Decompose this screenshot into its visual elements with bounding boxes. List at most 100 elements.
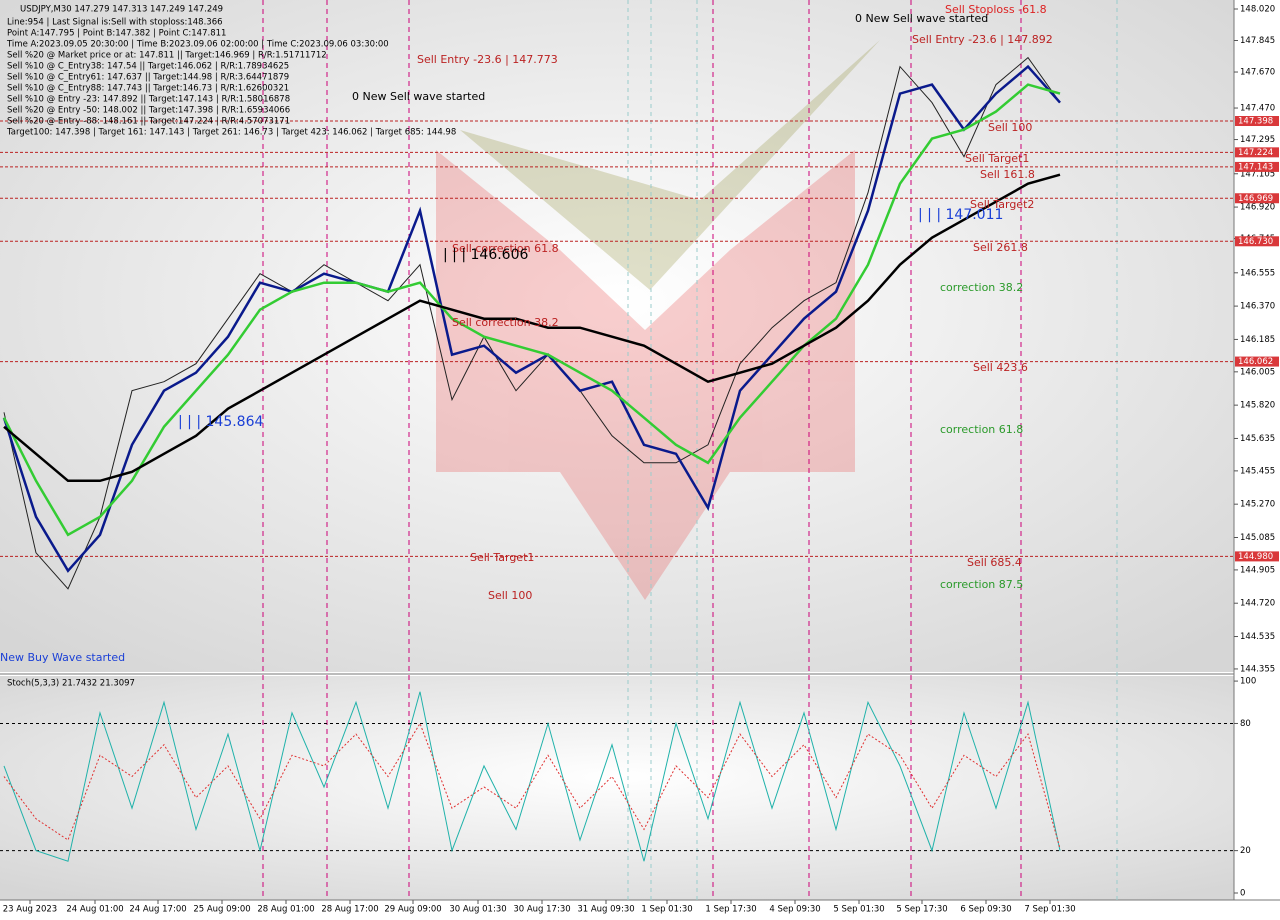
info-line: Line:954 | Last Signal is:Sell with stop… [7,18,223,28]
watermark [436,40,880,600]
y-tick-label: 147.105 [1240,169,1275,179]
annotation: | | | 145.864 [178,414,263,430]
annotation: Sell Target1 [965,152,1029,165]
annotation: correction 38.2 [940,281,1023,294]
y-tick-label: 144.905 [1240,565,1275,575]
annotation: Sell 261.8 [973,241,1028,254]
annotation: Sell 685.4 [967,556,1022,569]
target-level-box [1235,193,1279,204]
y-tick-label: 147.670 [1240,68,1275,78]
info-line: Sell %20 @ Market price or at: 147.811 |… [7,51,327,61]
y-tick-label: 146.370 [1240,302,1275,312]
y-tick-label: 20 [1240,846,1251,856]
annotation: Sell 161.8 [980,168,1035,181]
annotation: 0 New Sell wave started [855,12,988,25]
info-line: Point A:147.795 | Point B:147.382 | Poin… [7,29,226,39]
y-tick-label: 148.020 [1240,5,1275,15]
info-line: Target100: 147.398 | Target 161: 147.143… [6,128,456,138]
target-level-box [1235,116,1279,127]
y-tick-label: 147.295 [1240,135,1275,145]
target-level-label: 146.062 [1238,357,1273,367]
series-line [2,64,1061,573]
x-tick-label: 5 Sep 01:30 [833,905,884,915]
info-line: Sell %10 @ Entry -23: 147.892 || Target:… [7,95,290,105]
annotation: New Buy Wave started [0,651,125,664]
y-tick-label: 145.455 [1240,466,1275,476]
target-level-label: 146.969 [1238,194,1273,204]
annotation: 0 New Sell wave started [352,90,485,103]
annotation: | | | 147.011 [918,207,1003,223]
x-tick-label: 24 Aug 01:00 [66,905,123,915]
info-line: Sell %10 @ C_Entry88: 147.743 || Target:… [7,84,289,94]
series-line [3,722,1061,849]
y-tick-label: 146.005 [1240,367,1275,377]
annotation: Sell Stoploss -61.8 [945,3,1047,16]
y-tick-label: 145.635 [1240,434,1275,444]
x-tick-label: 31 Aug 09:30 [577,905,634,915]
annotation: Sell correction 38.2 [452,316,559,329]
info-line: Sell %10 @ C_Entry61: 147.637 || Target:… [7,73,289,83]
x-tick-label: 4 Sep 09:30 [769,905,820,915]
y-tick-label: 146.920 [1240,203,1275,213]
y-tick-label: 0 [1240,889,1245,899]
info-line: Time A:2023.09.05 20:30:00 | Time B:2023… [6,40,389,50]
marker-lines [627,0,1118,900]
annotation: correction 87.5 [940,578,1023,591]
target-level-box [1235,236,1279,247]
info-line: Sell %10 @ C_Entry38: 147.54 || Target:1… [7,62,289,72]
y-tick-label: 100 [1240,677,1256,687]
series-line [3,173,1061,483]
annotation: Sell Entry -23.6 | 147.773 [417,53,558,66]
y-tick-label: 145.270 [1240,500,1275,510]
x-tick-label: 23 Aug 2023 [3,905,57,915]
series-line [3,691,1061,862]
info-line: Sell %20 @ Entry -88: 148.161 || Target:… [7,117,290,127]
annotation: correction 61.8 [940,423,1023,436]
series-line [2,83,1061,537]
series-line [3,56,1061,590]
y-tick-label: 80 [1240,719,1251,729]
x-tick-label: 25 Aug 09:00 [193,905,250,915]
y-tick-label: 144.535 [1240,632,1275,642]
x-tick-label: 5 Sep 17:30 [896,905,947,915]
chart-title: USDJPY,M30 147.279 147.313 147.249 147.2… [20,5,223,15]
y-tick-label: 147.470 [1240,104,1275,114]
info-line: Sell %20 @ Entry -50: 148.002 || Target:… [7,106,290,116]
target-level-box [1235,147,1279,158]
y-tick-label: 145.820 [1240,401,1275,411]
target-level-box [1235,551,1279,562]
target-level-label: 146.730 [1238,237,1273,247]
target-level-box [1235,161,1279,172]
y-tick-label: 144.720 [1240,599,1275,609]
x-tick-label: 24 Aug 17:00 [129,905,186,915]
x-tick-label: 28 Aug 01:00 [257,905,314,915]
annotation: Sell 100 [988,121,1032,134]
annotation: Sell Target2 [970,198,1034,211]
annotation: | | | 146.606 [443,247,528,263]
session-lines [262,0,1022,900]
annotation: Sell 423.6 [973,361,1028,374]
x-tick-label: 30 Aug 01:30 [449,905,506,915]
x-tick-label: 28 Aug 17:00 [321,905,378,915]
y-tick-label: 146.185 [1240,335,1275,345]
x-tick-label: 30 Aug 17:30 [513,905,570,915]
x-tick-label: 6 Sep 09:30 [960,905,1011,915]
target-level-label: 147.143 [1238,162,1273,172]
y-tick-label: 146.555 [1240,268,1275,278]
annotation: Sell 100 [488,589,532,602]
stoch-title: Stoch(5,3,3) 21.7432 21.3097 [7,679,135,689]
x-tick-label: 29 Aug 09:00 [384,905,441,915]
annotation: Sell Entry -23.6 | 147.892 [912,33,1053,46]
y-tick-label: 145.085 [1240,533,1275,543]
annotation: Sell correction 61.8 [452,242,559,255]
target-level-label: 147.224 [1238,148,1273,158]
x-tick-label: 1 Sep 01:30 [641,905,692,915]
y-tick-label: 147.845 [1240,36,1275,46]
target-level-box [1235,356,1279,367]
target-level-label: 147.398 [1238,117,1273,127]
target-level-label: 144.980 [1238,552,1273,562]
x-tick-label: 7 Sep 01:30 [1024,905,1075,915]
price-pane [0,0,1234,672]
annotation: Sell Target1 [470,551,534,564]
